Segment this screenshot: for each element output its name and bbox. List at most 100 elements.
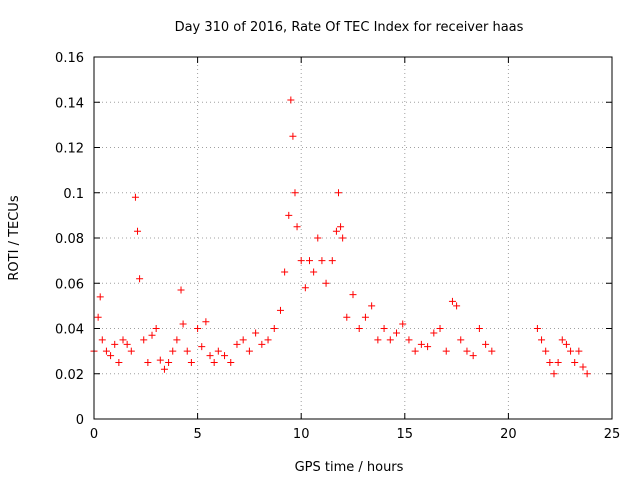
data-point bbox=[183, 347, 191, 355]
data-point bbox=[343, 313, 351, 321]
data-point bbox=[239, 336, 247, 344]
data-point bbox=[98, 336, 106, 344]
data-point bbox=[233, 340, 241, 348]
grid-lines bbox=[94, 57, 612, 419]
data-point bbox=[289, 132, 297, 140]
data-point bbox=[198, 343, 206, 351]
data-point bbox=[334, 189, 342, 197]
data-point bbox=[482, 340, 490, 348]
data-point bbox=[550, 370, 558, 378]
data-point bbox=[374, 336, 382, 344]
y-tick-label: 0.14 bbox=[55, 96, 84, 111]
chart-title: Day 310 of 2016, Rate Of TEC Index for r… bbox=[175, 20, 524, 35]
axis-ticks: 0 5 10 15 20 25 0 0.02 0.04 0.06 0.08 0.1 0.12 0.14 0.… bbox=[55, 51, 620, 442]
data-point bbox=[393, 329, 401, 337]
data-point bbox=[144, 358, 152, 366]
data-point bbox=[94, 313, 102, 321]
data-point bbox=[463, 347, 471, 355]
y-tick-label: 0.12 bbox=[55, 142, 84, 157]
data-point bbox=[399, 320, 407, 328]
data-point bbox=[276, 306, 284, 314]
data-point bbox=[361, 313, 369, 321]
data-point bbox=[281, 268, 289, 276]
data-point bbox=[301, 284, 309, 292]
data-point bbox=[297, 257, 305, 265]
x-tick-label: 15 bbox=[397, 427, 414, 442]
data-point bbox=[424, 343, 432, 351]
data-point bbox=[562, 340, 570, 348]
data-point bbox=[140, 336, 148, 344]
data-point bbox=[156, 356, 164, 364]
data-point bbox=[546, 358, 554, 366]
data-point bbox=[411, 347, 419, 355]
data-point bbox=[169, 347, 177, 355]
data-point bbox=[430, 329, 438, 337]
data-point bbox=[436, 325, 444, 332]
data-point bbox=[227, 358, 235, 366]
data-point bbox=[136, 275, 144, 283]
x-tick-label: 25 bbox=[604, 427, 621, 442]
y-tick-label: 0.06 bbox=[55, 277, 84, 292]
data-points bbox=[90, 96, 591, 378]
data-point bbox=[131, 193, 139, 201]
data-point bbox=[115, 358, 123, 366]
data-point bbox=[252, 329, 260, 337]
data-point bbox=[386, 336, 394, 344]
data-point bbox=[417, 340, 425, 348]
data-point bbox=[270, 325, 278, 332]
data-point bbox=[469, 352, 477, 360]
data-point bbox=[187, 358, 195, 366]
x-tick-label: 20 bbox=[500, 427, 517, 442]
data-point bbox=[221, 352, 229, 360]
data-point bbox=[258, 340, 266, 348]
data-point bbox=[305, 257, 313, 265]
data-point bbox=[337, 223, 345, 231]
y-tick-label: 0.16 bbox=[55, 51, 84, 66]
data-point bbox=[405, 336, 413, 344]
data-point bbox=[111, 340, 119, 348]
data-point bbox=[206, 352, 214, 360]
data-point bbox=[285, 211, 293, 219]
y-tick-label: 0.02 bbox=[55, 368, 84, 383]
data-point bbox=[194, 325, 202, 332]
data-point bbox=[457, 336, 465, 344]
data-point bbox=[134, 227, 142, 235]
data-point bbox=[173, 336, 181, 344]
data-point bbox=[322, 279, 330, 287]
data-point bbox=[554, 358, 562, 366]
data-point bbox=[127, 347, 135, 355]
data-point bbox=[332, 227, 340, 235]
data-point bbox=[453, 302, 461, 310]
data-point bbox=[119, 336, 127, 344]
data-point bbox=[355, 325, 363, 332]
data-point bbox=[96, 293, 104, 301]
data-point bbox=[152, 325, 160, 332]
y-tick-label: 0 bbox=[76, 413, 84, 428]
y-axis-label: ROTI / TECUs bbox=[7, 195, 22, 280]
data-point bbox=[179, 320, 187, 328]
data-point bbox=[442, 347, 450, 355]
data-point bbox=[318, 257, 326, 265]
data-point bbox=[202, 318, 210, 326]
data-point bbox=[107, 352, 115, 360]
x-tick-label: 10 bbox=[293, 427, 310, 442]
x-tick-label: 0 bbox=[90, 427, 98, 442]
data-point bbox=[264, 336, 272, 344]
data-point bbox=[177, 286, 185, 294]
data-point bbox=[310, 268, 318, 276]
data-point bbox=[533, 325, 541, 332]
data-point bbox=[245, 347, 253, 355]
data-point bbox=[368, 302, 376, 310]
data-point bbox=[558, 336, 566, 344]
data-point bbox=[210, 358, 218, 366]
data-point bbox=[102, 347, 110, 355]
data-point bbox=[148, 331, 156, 339]
data-point bbox=[571, 358, 579, 366]
data-point bbox=[293, 223, 301, 231]
data-point bbox=[380, 325, 388, 332]
y-tick-label: 0.08 bbox=[55, 232, 84, 247]
data-point bbox=[287, 96, 295, 104]
data-point bbox=[579, 363, 587, 371]
data-point bbox=[314, 234, 322, 242]
